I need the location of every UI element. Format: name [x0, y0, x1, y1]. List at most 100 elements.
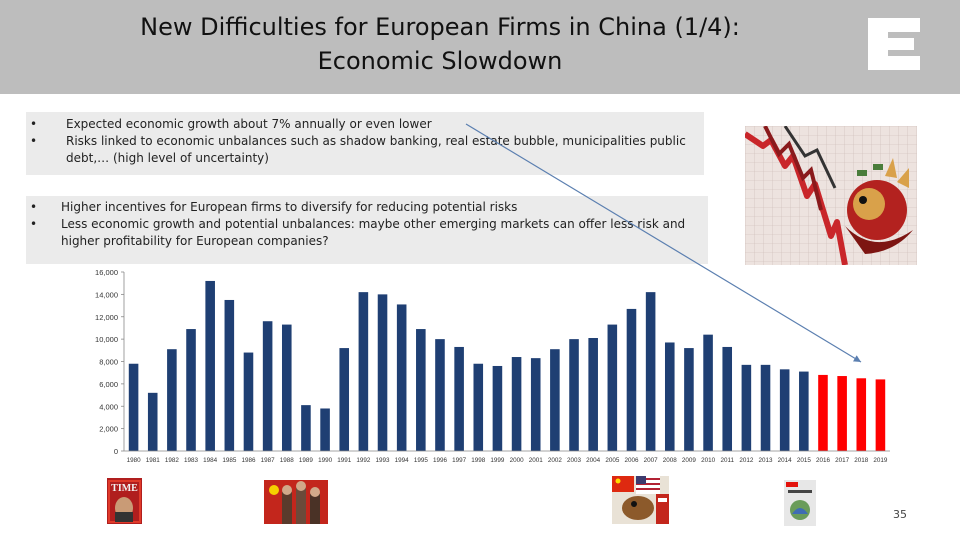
x-tick-label: 2010	[701, 457, 716, 464]
bullet-item: Higher incentives for European firms to …	[26, 199, 708, 216]
bar-2000	[511, 357, 522, 451]
x-tick-label: 2017	[835, 457, 850, 464]
y-axis: 0 2,000 4,000 6,000 8,000 10,000 12,000 14,000 1…	[95, 268, 125, 456]
x-tick-label: 2019	[873, 457, 888, 464]
header-band: New Difficulties for European Firms in C…	[0, 0, 960, 94]
bar-1999	[492, 365, 503, 451]
bar-2014	[779, 369, 790, 451]
bar-1981	[147, 392, 158, 451]
y-tick-label: 14,000	[95, 290, 118, 299]
x-tick-label: 1997	[452, 457, 467, 464]
bar-2001	[530, 358, 541, 451]
x-tick-label: 2005	[605, 457, 620, 464]
bar-1988	[281, 324, 292, 451]
economist-cover-image	[784, 480, 816, 526]
bar-1984	[205, 280, 215, 451]
gdp-growth-bar-chart: 0 2,000 4,000 6,000 8,000 10,000 12,000 14,000 1…	[95, 123, 890, 464]
y-tick-label: 4,000	[99, 402, 118, 411]
bar-1980	[128, 363, 139, 451]
bullets-bottom-box: Higher incentives for European firms to …	[26, 196, 708, 264]
bar-1989	[301, 405, 311, 451]
y-tick-label: 16,000	[95, 268, 118, 277]
x-tick-label: 2001	[529, 457, 544, 464]
x-tick-label: 2012	[739, 457, 754, 464]
x-tick-label: 2013	[759, 457, 774, 464]
x-tick-label: 1990	[318, 457, 333, 464]
x-tick-label: 1980	[127, 457, 142, 464]
x-tick-label: 2016	[816, 457, 831, 464]
x-tick-label: 2018	[854, 457, 869, 464]
page-number: 35	[893, 508, 907, 521]
y-tick-label: 2,000	[99, 425, 118, 434]
x-tick-label: 1998	[471, 457, 486, 464]
bar-series	[128, 280, 886, 451]
x-tick-label: 1986	[241, 457, 256, 464]
bar-1985	[224, 299, 235, 451]
x-tick-label: 1989	[299, 457, 314, 464]
x-tick-label: 1984	[203, 457, 218, 464]
bar-2015	[799, 371, 809, 451]
trend-arrow	[465, 123, 862, 363]
y-tick-label: 12,000	[95, 313, 118, 322]
x-tick-label: 2003	[567, 457, 582, 464]
bar-2007	[645, 292, 656, 451]
bar-1993	[377, 294, 388, 451]
time-logo-text: TIME	[111, 483, 138, 494]
x-tick-label: 2000	[510, 457, 525, 464]
x-tick-label: 2008	[663, 457, 678, 464]
bar-1982	[167, 349, 177, 451]
x-tick-label: 1992	[356, 457, 371, 464]
x-tick-label: 2004	[586, 457, 601, 464]
flags-dragon-cartoon-image	[612, 476, 669, 524]
bar-1996	[435, 339, 445, 451]
x-tick-label: 1995	[414, 457, 429, 464]
bullet-item: Risks linked to economic unbalances such…	[26, 133, 704, 167]
bar-1998	[473, 363, 484, 451]
bar-2010	[703, 334, 713, 451]
bar-1990	[320, 408, 330, 451]
dragon-illustration-icon	[745, 126, 917, 265]
x-tick-label: 2015	[797, 457, 812, 464]
bar-2002	[550, 349, 560, 451]
bullet-item: Expected economic growth about 7% annual…	[26, 116, 704, 133]
x-tick-label: 1991	[337, 457, 352, 464]
trend-arrow-line	[465, 123, 862, 363]
x-tick-label: 1987	[261, 457, 276, 464]
bar-2006	[626, 308, 637, 451]
bar-2016	[818, 374, 828, 451]
y-tick-label: 10,000	[95, 335, 118, 344]
x-tick-label: 1981	[146, 457, 161, 464]
bar-2004	[588, 338, 598, 451]
x-tick-label: 1985	[222, 457, 237, 464]
communist-poster-image	[264, 480, 328, 524]
x-tick-label: 1994	[395, 457, 410, 464]
bar-2003	[569, 339, 579, 451]
bar-2013	[760, 364, 771, 451]
x-axis: 1980 1981 1982 1983 1984 1985 1986 1987 1988 1989…	[124, 450, 890, 464]
bullet-item: Less economic growth and potential unbal…	[26, 216, 708, 250]
x-tick-label: 1988	[280, 457, 295, 464]
bar-2009	[684, 348, 694, 451]
bar-2005	[607, 324, 618, 451]
y-tick-label: 0	[114, 447, 118, 456]
x-tick-label: 2009	[682, 457, 697, 464]
bar-2019	[875, 379, 886, 451]
bullets-top-box: Expected economic growth about 7% annual…	[26, 112, 704, 175]
x-tick-label: 2007	[644, 457, 659, 464]
x-tick-label: 1993	[376, 457, 391, 464]
bar-1991	[339, 348, 350, 451]
x-tick-label: 1996	[433, 457, 448, 464]
y-tick-label: 6,000	[99, 380, 118, 389]
x-tick-label: 2002	[548, 457, 563, 464]
bar-1997	[454, 346, 464, 451]
falling-market-dragon-image	[745, 126, 917, 265]
e-logo-icon	[868, 18, 920, 70]
bar-1992	[358, 292, 369, 451]
bar-1987	[262, 321, 273, 451]
bar-2008	[664, 342, 675, 451]
bar-1995	[416, 329, 426, 451]
bar-2017	[837, 376, 847, 451]
x-tick-label: 2014	[778, 457, 793, 464]
bar-1983	[186, 329, 196, 451]
x-tick-label: 2006	[624, 457, 639, 464]
